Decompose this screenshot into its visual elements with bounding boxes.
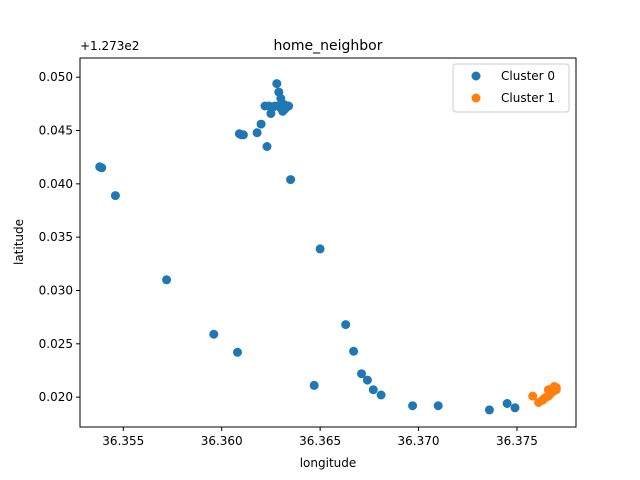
cluster-0-point-9 <box>252 128 262 138</box>
y-tick-label-2: 0.030 <box>39 283 73 297</box>
cluster-0-point-36 <box>376 390 386 400</box>
cluster-0-point-31 <box>341 320 351 330</box>
chart-title: home_neighbor <box>273 38 382 54</box>
cluster-0-point-40 <box>502 399 512 408</box>
cluster-0-point-27 <box>284 101 294 111</box>
cluster-0-point-41 <box>510 403 520 413</box>
legend-marker-cluster-1 <box>471 93 481 103</box>
cluster-0-point-37 <box>408 401 418 411</box>
cluster-0-point-32 <box>349 346 359 356</box>
x-tick-label-3: 36.370 <box>398 434 440 448</box>
cluster-0-point-8 <box>238 130 248 140</box>
legend-marker-cluster-0 <box>471 71 481 81</box>
x-axis-label: longitude <box>300 456 357 470</box>
ticks-layer: 36.355 36.360 36.365 36.370 36.375 0.020 0.025… <box>39 70 538 448</box>
legend-box <box>452 63 570 113</box>
y-tick-label-0: 0.020 <box>39 390 73 404</box>
legend-label-cluster-0: Cluster 0 <box>501 69 555 83</box>
cluster-0-point-1 <box>97 163 107 173</box>
y-axis-label: latitude <box>12 219 26 265</box>
cluster-0-point-2 <box>110 191 120 201</box>
cluster-0-point-12 <box>262 142 272 151</box>
cluster-0-point-4 <box>209 329 219 339</box>
cluster-0-point-30 <box>315 244 325 254</box>
y-tick-label-3: 0.035 <box>39 230 73 244</box>
legend: Cluster 0 Cluster 1 <box>452 63 570 113</box>
y-tick-label-4: 0.040 <box>39 177 73 191</box>
cluster-0-point-39 <box>484 405 494 415</box>
cluster-0-point-3 <box>162 275 172 285</box>
x-tick-label-4: 36.375 <box>496 434 538 448</box>
cluster-0-point-35 <box>368 385 378 395</box>
plot-frame <box>79 57 577 428</box>
x-tick-label-1: 36.360 <box>201 434 243 448</box>
x-tick-label-2: 36.365 <box>299 434 341 448</box>
cluster-0-point-5 <box>233 347 242 357</box>
y-tick-label-5: 0.045 <box>39 124 73 138</box>
cluster-0-point-33 <box>357 369 366 379</box>
legend-label-cluster-1: Cluster 1 <box>501 91 555 105</box>
cluster-0-point-38 <box>433 401 443 411</box>
y-tick-label-1: 0.025 <box>39 337 73 351</box>
y-tick-label-6: 0.050 <box>39 70 73 84</box>
points-layer <box>95 79 561 415</box>
cluster-0-point-10 <box>256 119 266 129</box>
cluster-0-point-17 <box>272 79 282 89</box>
cluster-1-point-0 <box>528 391 538 401</box>
y-axis-offset-label: +1.273e2 <box>80 39 139 53</box>
cluster-0-point-28 <box>286 175 296 185</box>
cluster-0-point-29 <box>309 380 319 390</box>
cluster-1-point-13 <box>551 385 561 395</box>
cluster-0-point-34 <box>362 375 372 385</box>
x-tick-label-0: 36.355 <box>102 434 144 448</box>
